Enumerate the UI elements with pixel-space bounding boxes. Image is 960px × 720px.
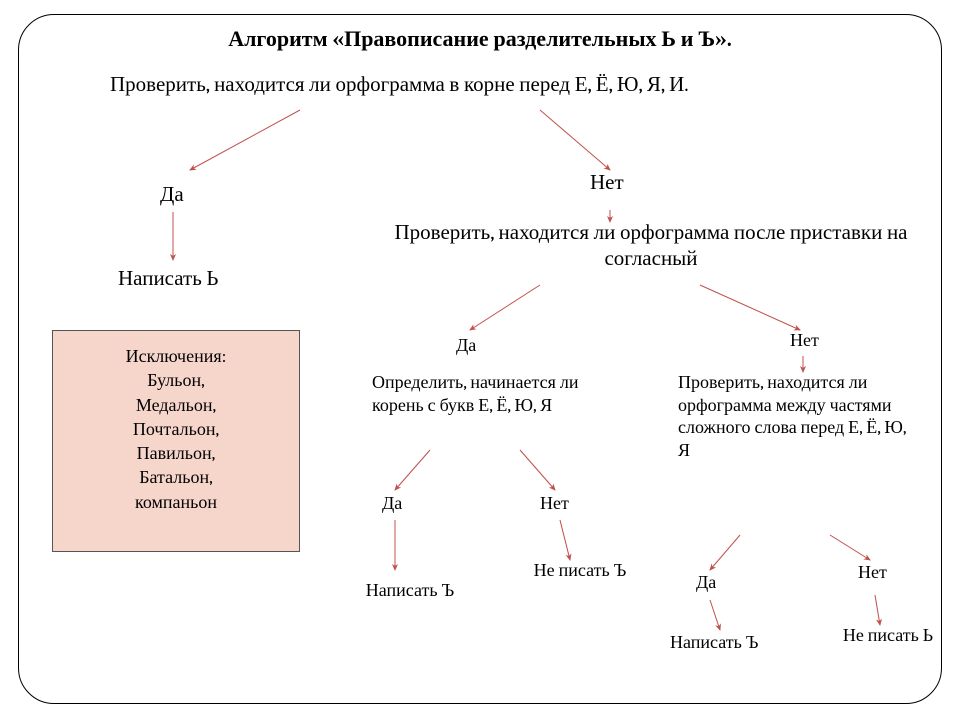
answer-no-4: Нет <box>858 562 887 583</box>
result-write-soft: Написать Ь <box>118 266 218 291</box>
question-3: Определить, начинается ли корень с букв … <box>372 372 612 417</box>
exceptions-box: Исключения: Бульон, Медальон, Почтальон,… <box>52 330 300 552</box>
exceptions-list: Бульон, Медальон, Почтальон, Павильон, Б… <box>69 369 283 515</box>
result-not-write-soft: Не писать Ь <box>838 625 938 648</box>
diagram-title: Алгоритм «Правописание разделительных Ь … <box>90 26 870 52</box>
answer-yes-3: Да <box>382 493 402 514</box>
result-not-write-hard: Не писать Ъ <box>525 560 635 583</box>
answer-yes-4: Да <box>696 572 716 593</box>
question-2: Проверить, находится ли орфограмма после… <box>372 220 930 273</box>
question-1: Проверить, находится ли орфограмма в кор… <box>110 72 870 97</box>
answer-no-1: Нет <box>590 170 624 195</box>
result-write-hard-2: Написать Ъ <box>670 632 759 655</box>
result-write-hard: Написать Ъ <box>360 580 460 603</box>
answer-yes-2: Да <box>456 335 476 356</box>
answer-no-2: Нет <box>790 330 819 351</box>
exceptions-title: Исключения: <box>69 345 283 369</box>
answer-no-3: Нет <box>540 493 569 514</box>
answer-yes-1: Да <box>160 182 184 207</box>
question-4: Проверить, находится ли орфограмма между… <box>678 372 908 462</box>
